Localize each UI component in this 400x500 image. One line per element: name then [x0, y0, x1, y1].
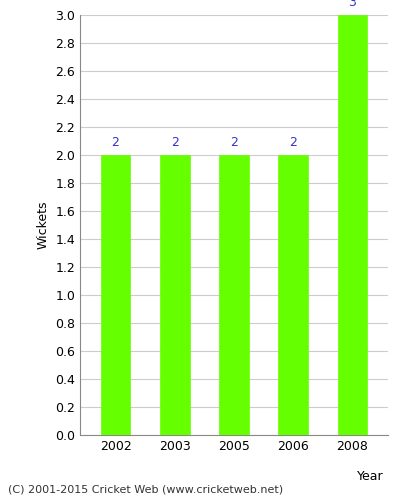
Bar — [338, 15, 367, 435]
Text: 2: 2 — [230, 136, 238, 149]
Text: 3: 3 — [348, 0, 356, 10]
Y-axis label: Wickets: Wickets — [36, 200, 50, 249]
Bar — [219, 155, 249, 435]
Bar — [160, 155, 190, 435]
Text: 2: 2 — [112, 136, 120, 149]
Text: 2: 2 — [171, 136, 179, 149]
Text: Year: Year — [357, 470, 384, 483]
Bar — [278, 155, 308, 435]
Text: (C) 2001-2015 Cricket Web (www.cricketweb.net): (C) 2001-2015 Cricket Web (www.cricketwe… — [8, 485, 283, 495]
Bar — [101, 155, 130, 435]
Text: 2: 2 — [289, 136, 297, 149]
